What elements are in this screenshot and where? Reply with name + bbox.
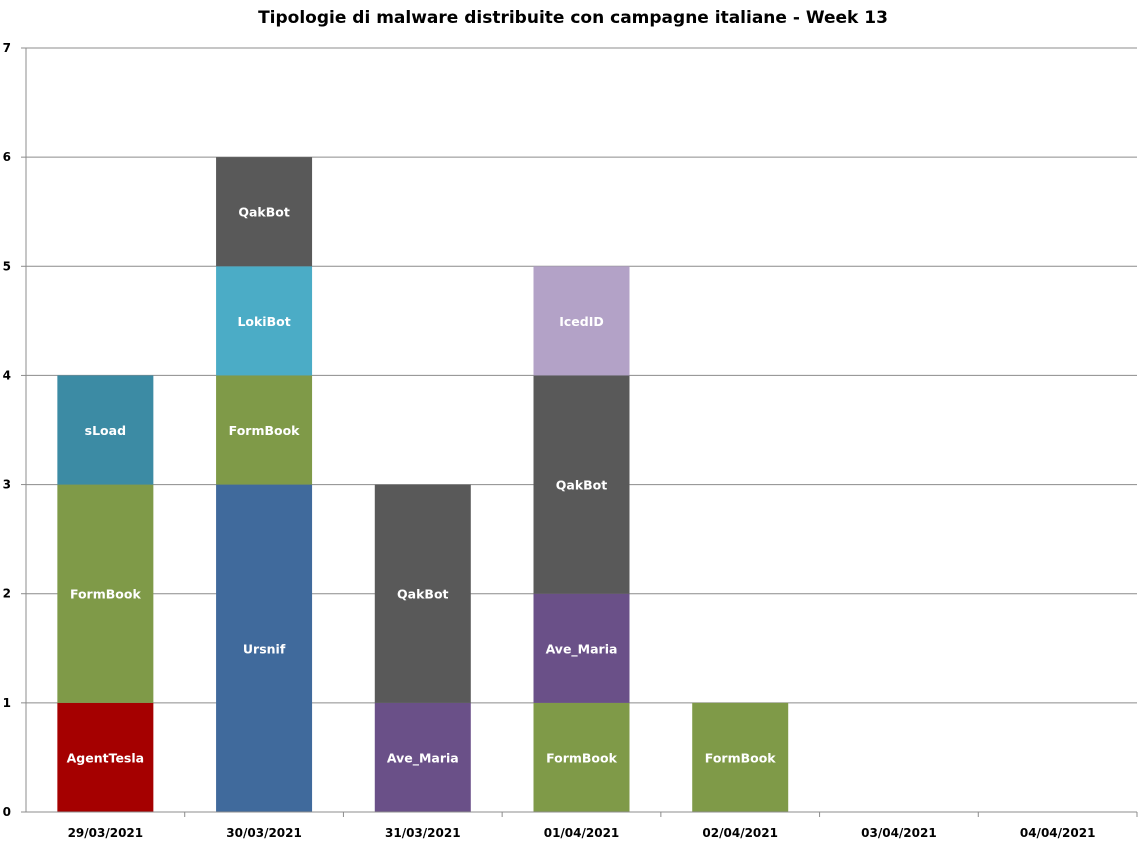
bar-segment-label: FormBook <box>70 587 142 602</box>
bar-segment <box>216 375 313 485</box>
y-axis-ticks: 0 1 2 3 4 5 6 7 <box>3 41 26 819</box>
bar-segment-label: QakBot <box>397 587 448 602</box>
bars: AgentTesla FormBook sLoad Ursnif FormBook Lok… <box>57 157 789 812</box>
bar-segment-label: Ave_Maria <box>387 750 459 766</box>
bar-segment <box>216 484 313 812</box>
bar-segment-label: FormBook <box>705 750 777 765</box>
bar-segment <box>533 375 630 594</box>
y-tick-label: 4 <box>3 368 11 382</box>
chart-title: Tipologie di malware distribuite con cam… <box>258 8 888 28</box>
x-tick-label: 03/04/2021 <box>861 826 937 840</box>
x-axis-ticks: 29/03/2021 30/03/2021 31/03/2021 01/04/2021… <box>68 812 1138 840</box>
x-tick-label: 02/04/2021 <box>702 826 778 840</box>
bar-segment <box>57 375 154 485</box>
y-tick-label: 6 <box>3 150 11 164</box>
axes <box>25 48 1137 813</box>
bar-segment <box>374 702 471 812</box>
bar-segment <box>533 266 630 376</box>
bar-segment-label: AgentTesla <box>67 750 144 765</box>
bar-segment <box>374 484 471 703</box>
bar-segment <box>57 702 154 812</box>
y-tick-label: 2 <box>3 587 11 601</box>
x-tick-label: 01/04/2021 <box>544 826 620 840</box>
bar-segment-label: Ursnif <box>243 641 286 656</box>
bar-segment-label: LokiBot <box>237 314 290 329</box>
bar-segment <box>533 593 630 703</box>
bar-segment <box>692 702 789 812</box>
bar-segment <box>216 266 313 376</box>
y-tick-label: 0 <box>3 805 11 819</box>
y-tick-label: 1 <box>3 696 11 710</box>
bar-segment <box>533 702 630 812</box>
bar-segment <box>216 157 313 267</box>
y-tick-label: 5 <box>3 259 11 273</box>
bar-segment-label: QakBot <box>238 205 289 220</box>
bar-segment <box>57 484 154 703</box>
bar-segment-label: IcedID <box>559 314 604 329</box>
x-tick-label: 31/03/2021 <box>385 826 461 840</box>
x-tick-label: 04/04/2021 <box>1020 826 1096 840</box>
bar-segment-label: Ave_Maria <box>546 641 618 657</box>
y-tick-label: 3 <box>3 478 11 492</box>
bar-segment-label: QakBot <box>556 478 607 493</box>
bar-segment-label: FormBook <box>546 750 618 765</box>
x-tick-label: 29/03/2021 <box>68 826 144 840</box>
bar-segment-label: sLoad <box>85 423 126 438</box>
bar-segment-label: FormBook <box>229 423 301 438</box>
y-tick-label: 7 <box>3 41 11 55</box>
x-tick-label: 30/03/2021 <box>226 826 302 840</box>
